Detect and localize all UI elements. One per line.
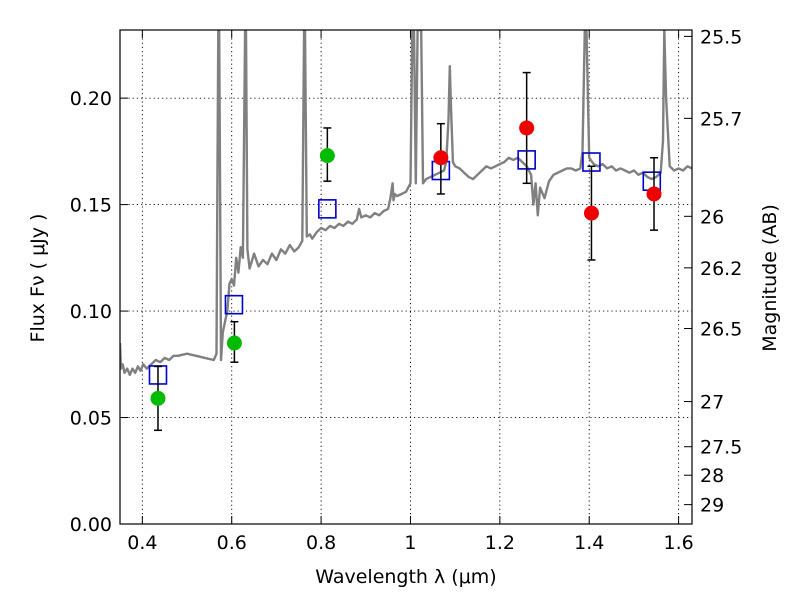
x-tick-label: 1 [404, 532, 416, 554]
y-tick-label: 0.05 [70, 408, 112, 430]
x-axis-title: Wavelength λ (μm) [315, 566, 496, 588]
observed-nir-point [519, 120, 535, 136]
y2-tick-label: 27 [700, 392, 724, 414]
y2-tick-label: 25.5 [700, 26, 742, 48]
y-tick-label: 0.00 [70, 514, 112, 536]
observed-optical-point [226, 335, 242, 351]
y2-tick-label: 26.5 [700, 319, 742, 341]
y-tick-label: 0.20 [70, 88, 112, 110]
y-tick-label: 0.10 [70, 301, 112, 323]
x-tick-label: 1.4 [574, 532, 604, 554]
y2-tick-label: 26 [700, 206, 724, 228]
observed-nir-point [646, 186, 662, 202]
y2-axis-title: Magnitude (AB) [759, 204, 781, 352]
y2-tick-label: 28 [700, 465, 724, 487]
x-tick-label: 1.2 [485, 532, 515, 554]
x-tick-label: 0.6 [217, 532, 247, 554]
y-tick-label: 0.15 [70, 195, 112, 217]
plot-area [120, 30, 692, 432]
grid-lines [120, 30, 692, 525]
y2-tick-label: 27.5 [700, 437, 742, 459]
y2-tick-label: 29 [700, 495, 724, 517]
model-photometry-square [318, 199, 337, 219]
axis-ticks: 0.4 0.6 0.8 1 1.2 1.4 1.6 0.00 0.05 0.10 0.15 0.20 2… [70, 26, 743, 554]
y2-tick-label: 26.2 [700, 258, 742, 280]
y-axis-title: Flux Fν ( μJy ) [27, 214, 49, 343]
model-photometry-square [224, 294, 244, 315]
x-tick-label: 0.4 [127, 532, 157, 554]
plot-frame [119, 29, 693, 525]
observed-optical-point [150, 390, 166, 406]
x-tick-label: 0.8 [306, 532, 336, 554]
x-tick-label: 1.6 [663, 532, 693, 554]
model-spectrum-line [120, 30, 692, 377]
observed-nir-point [583, 205, 599, 221]
observed-optical-point [319, 148, 335, 164]
y2-tick-label: 25.7 [700, 108, 742, 130]
observed-nir-point [433, 150, 449, 166]
